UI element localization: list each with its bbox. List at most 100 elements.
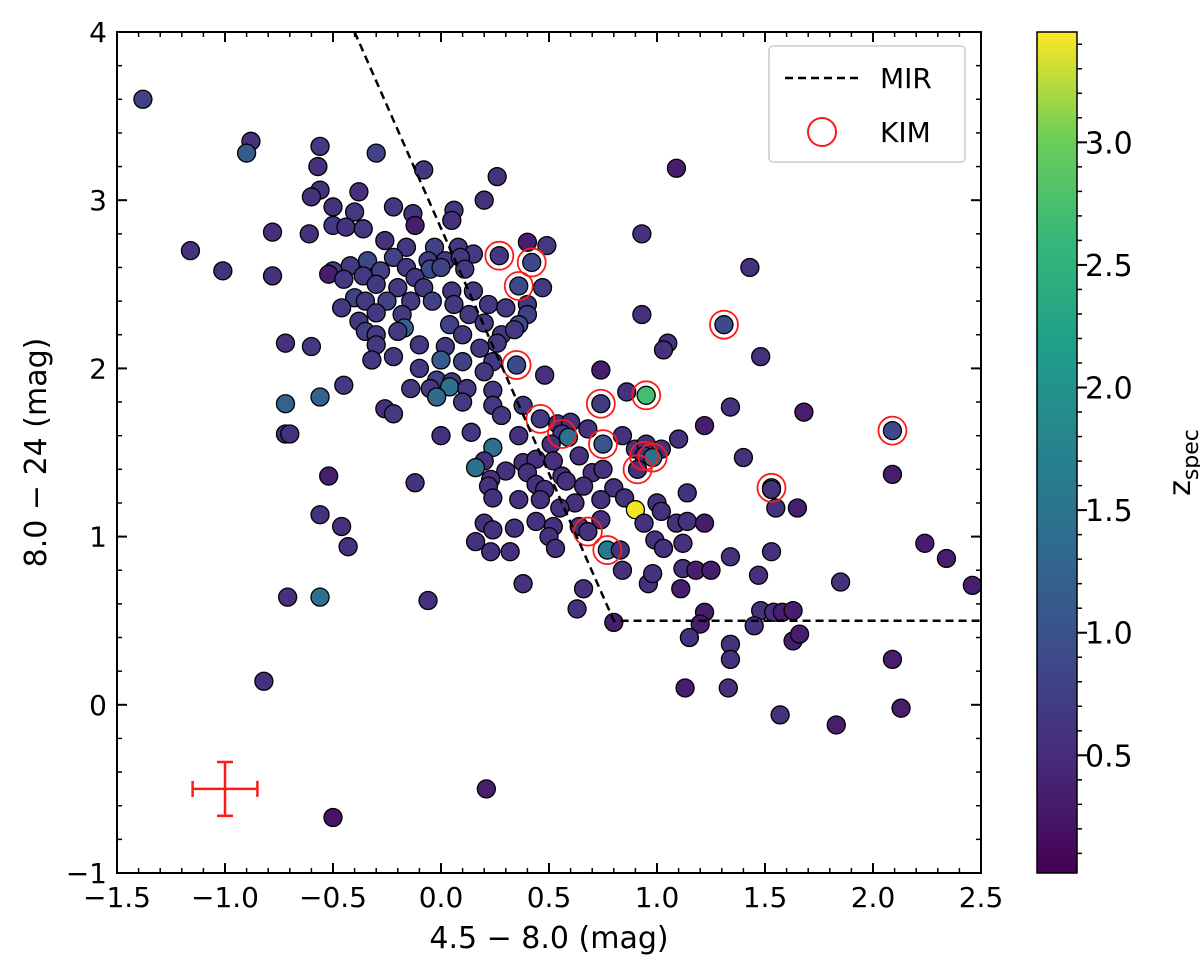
kim-marker [525,403,556,434]
colorbar-label-sub: spec [1179,429,1200,480]
error-bar-layer [191,760,259,818]
data-point [679,627,700,648]
data-point [422,291,443,311]
data-point [882,420,903,441]
data-point [275,394,296,414]
data-point [604,612,624,633]
data-point [301,187,322,207]
data-point [483,488,503,508]
x-tick-label: 2.5 [959,881,1004,914]
data-point [459,304,479,325]
data-point [673,533,693,553]
data-point [362,350,382,370]
kim-marker [756,472,787,503]
data-point [474,190,494,210]
y-tick-label: 1 [89,521,107,554]
data-point [675,678,695,698]
x-axis: −1.5 −1.0 −0.5 0.0 0.5 1.0 1.5 2.0 2.5 [83,32,1003,914]
y-tick-label: 4 [89,16,107,49]
x-axis-label: 4.5 − 8.0 (mag) [429,921,668,956]
data-point [344,202,365,222]
data-point [474,362,494,382]
data-point [401,291,421,311]
data-point [748,565,769,585]
data-point [509,276,529,296]
data-point [366,143,386,163]
data-point [483,437,503,458]
data-point [936,548,957,569]
data-point [331,516,352,537]
colorbar-tick-label: 2.5 [1085,249,1133,284]
kim-marker [877,415,908,446]
data-point [573,579,594,599]
data-point [310,387,330,407]
kim-marker [501,350,532,380]
kim-marker [631,380,662,411]
data-point [636,385,656,405]
data-point [301,336,322,357]
data-point [334,375,354,395]
kim-marker [503,271,534,301]
data-point [500,542,520,562]
data-point [474,313,494,333]
data-point [761,479,782,500]
data-point [349,182,369,202]
data-point [431,426,451,446]
data-point [714,315,734,335]
data-point [470,338,490,358]
data-point [653,538,674,559]
data-point [593,459,613,479]
data-point [694,415,715,436]
data-point [826,715,846,735]
data-point [569,446,589,466]
data-point [632,304,652,325]
kim-marker [572,516,603,547]
legend-mir-label: MIR [880,62,932,95]
mir-boundary-line [353,31,981,622]
data-point [478,294,499,315]
data-point [962,575,983,596]
data-point [262,266,283,286]
colorbar-tick-label: 1.0 [1085,617,1133,652]
data-point [366,274,386,294]
data-point [465,457,486,478]
x-tick-label: −1.5 [83,881,151,914]
data-point [388,278,408,298]
data-point [383,346,404,367]
data-point [431,350,451,370]
data-point [481,542,501,562]
data-point [632,224,652,244]
data-point [567,599,587,619]
data-point [383,197,404,217]
data-point [431,257,451,278]
data-point [383,247,404,268]
data-point [530,489,551,510]
data-point [254,671,274,691]
mir-boundary-layer [353,31,981,622]
legend-kim-label: KIM [880,116,931,149]
data-point [383,404,404,424]
kim-marker [622,454,653,485]
data-point [720,649,741,670]
data-point [465,531,486,552]
y-axis-label: 8.0 − 24 (mag) [19,338,54,568]
data-point [651,501,671,522]
data-point [517,232,538,252]
data-point [783,600,803,621]
data-point [310,505,330,525]
data-point [770,705,790,725]
data-point [617,382,637,402]
data-point [532,278,553,298]
data-point [591,489,611,510]
data-point [509,426,529,446]
data-point [744,616,764,636]
data-point [506,355,527,375]
kim-marker [585,388,616,419]
data-point [634,513,654,533]
data-point [414,278,434,298]
data-point [787,498,808,518]
x-tick-label: 0.0 [419,881,464,914]
data-point [476,779,497,799]
data-point [694,513,715,533]
data-point [275,333,296,353]
